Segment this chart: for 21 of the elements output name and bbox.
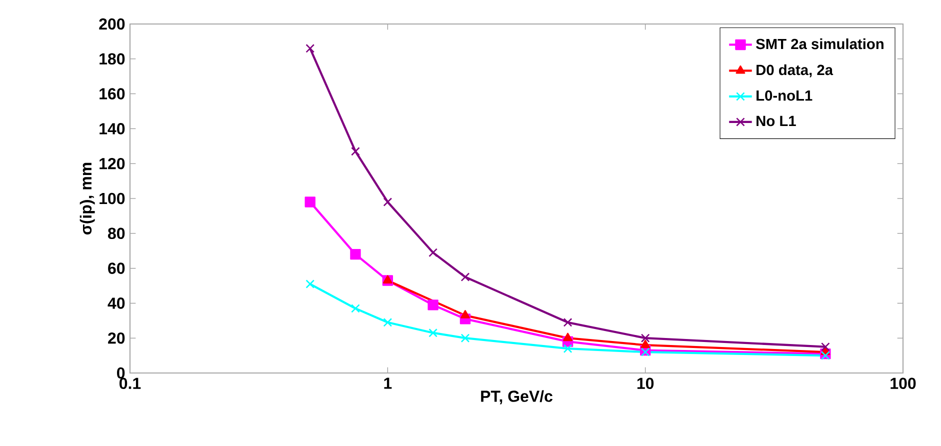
legend-label: SMT 2a simulation — [756, 38, 884, 50]
y-tick-label: 140 — [100, 123, 125, 134]
legend-label: L0-noL1 — [756, 90, 812, 101]
y-axis-title: σ(ip), mm — [80, 162, 95, 234]
y-tick-label: 180 — [100, 53, 125, 65]
y-tick-label: 200 — [99, 18, 125, 30]
x-tick-label: 0.1 — [120, 378, 141, 390]
legend-label: D0 data, 2a — [756, 64, 834, 78]
y-tick-label: 160 — [100, 88, 125, 100]
x-tick-label: 100 — [890, 378, 916, 390]
x-axis-title: PT, GeV/c — [481, 390, 552, 404]
y-tick-label: 0 — [117, 367, 125, 379]
x-tick-label: 1 — [384, 378, 392, 389]
y-tick-label: 40 — [108, 298, 125, 309]
y-tick-label: 100 — [100, 192, 125, 204]
legend-label: No L1 — [756, 116, 796, 126]
y-tick-label: 20 — [108, 332, 125, 344]
y-tick-label: 80 — [108, 228, 125, 240]
x-tick-label: 10 — [637, 378, 654, 390]
y-tick-label: 120 — [100, 158, 125, 170]
y-tick-label: 60 — [108, 262, 125, 274]
